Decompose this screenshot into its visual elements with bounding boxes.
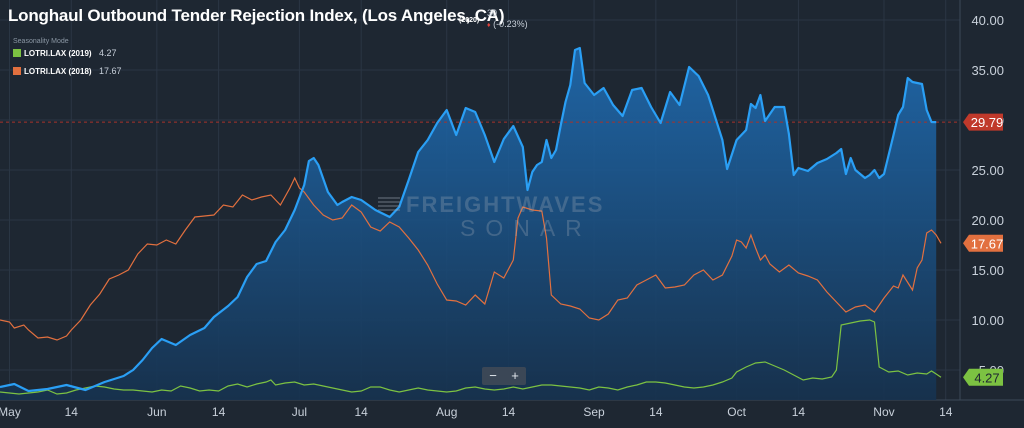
- y-tick-label: 25.00: [971, 163, 1004, 178]
- y-tick-label: 20.00: [971, 213, 1004, 228]
- seasonality-mode-label: Seasonality Mode: [13, 38, 69, 45]
- series-2018-line: [0, 176, 942, 341]
- current-value: 30: [487, 8, 498, 18]
- value-badge: [963, 234, 1003, 252]
- value-badge-label: 4.27: [974, 370, 999, 385]
- x-tick-label: Sep: [583, 405, 605, 419]
- zoom-in-button[interactable]: +: [511, 368, 519, 383]
- x-tick-label: 14: [939, 405, 953, 419]
- value-badge: [963, 368, 1003, 386]
- legend-value-2019: 4.27: [99, 48, 117, 58]
- series-2019-line: [0, 319, 942, 395]
- legend-name-2018: LOTRI.LAX (2018): [24, 66, 92, 76]
- x-tick-label: Jul: [292, 405, 307, 419]
- y-tick-label: 40.00: [971, 13, 1004, 28]
- x-tick-label: 14: [355, 405, 369, 419]
- zoom-controls: − +: [482, 367, 526, 385]
- x-tick-label: May: [0, 405, 21, 419]
- legend-value-2018: 17.67: [99, 66, 122, 76]
- zoom-out-button[interactable]: −: [489, 368, 497, 383]
- down-arrow-icon: ♦: [487, 22, 491, 29]
- x-tick-label: Aug: [436, 405, 457, 419]
- x-tick-label: Nov: [873, 405, 894, 419]
- change-readout: ♦ (-0.23%): [487, 19, 528, 29]
- x-tick-label: Oct: [727, 405, 746, 419]
- y-tick-label: 15.00: [971, 263, 1004, 278]
- series-2020-area: [0, 48, 937, 400]
- x-tick-label: 14: [792, 405, 806, 419]
- value-badge-label: 17.67: [971, 236, 1004, 251]
- series-2020-line: [0, 46, 937, 393]
- legend-name-2019: LOTRI.LAX (2019): [24, 48, 92, 58]
- y-tick-label: 35.00: [971, 63, 1004, 78]
- chart-title: Longhaul Outbound Tender Rejection Index…: [8, 6, 505, 25]
- x-tick-label: 14: [502, 405, 516, 419]
- legend-swatch-2019: [13, 49, 21, 57]
- legend-item-2019[interactable]: LOTRI.LAX (2019) 4.27: [13, 46, 117, 60]
- x-tick-label: 14: [212, 405, 226, 419]
- x-tick-label: 14: [649, 405, 663, 419]
- y-tick-label: 10.00: [971, 313, 1004, 328]
- legend-swatch-2018: [13, 67, 21, 75]
- change-text: (-0.23%): [493, 19, 528, 29]
- title-year: (2020): [459, 17, 480, 24]
- x-tick-label: Jun: [147, 405, 166, 419]
- value-badge-label: 29.79: [971, 115, 1004, 130]
- value-badge: [963, 113, 1003, 131]
- x-tick-label: 14: [65, 405, 79, 419]
- legend-item-2018[interactable]: LOTRI.LAX (2018) 17.67: [13, 64, 122, 78]
